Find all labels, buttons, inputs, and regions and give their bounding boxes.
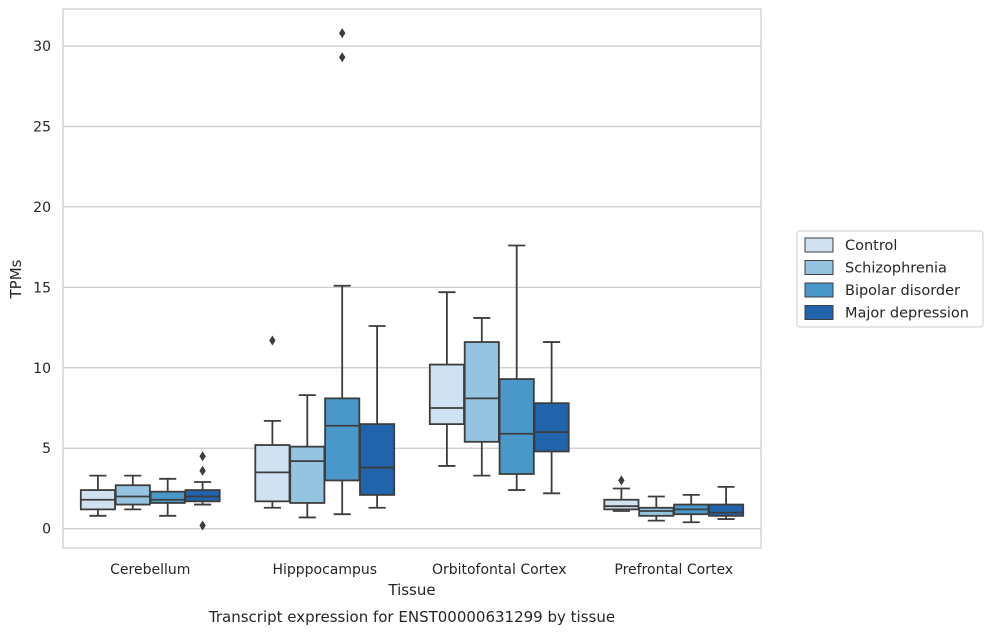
outlier-point [199,520,206,531]
legend-label: Schizophrenia [845,261,947,277]
box-0-3 [184,451,221,531]
y-axis-label: TPMs [7,259,25,299]
legend-swatch [804,260,834,275]
y-tick-label: 25 [33,119,51,135]
box-1-3 [359,325,396,509]
box-plots [79,28,745,531]
box [324,397,361,482]
x-tick-label: Prefrontal Cortex [614,562,733,578]
plot-background [63,9,761,548]
box [114,484,151,506]
legend: Control Schizophrenia Bipolar disorder Majo… [796,230,984,328]
outlier-point [339,28,346,39]
outlier-point [339,52,346,63]
legend-swatch [804,305,834,320]
box [603,498,640,511]
chart-title: Transcript expression for ENST0000063129… [208,608,615,626]
gridlines [63,45,761,530]
box [149,490,186,504]
box [428,363,465,426]
x-tick-labels: Cerebellum Hipppocampus Orbitofontal Corte… [110,562,733,578]
box-2-3 [533,341,570,495]
box-3-3 [708,485,745,520]
y-tick-labels: 0 5 10 15 20 25 30 [33,39,51,538]
legend-frame [796,230,984,328]
y-tick-label: 5 [42,441,51,457]
legend-label: Bipolar disorder [845,283,960,299]
y-tick-label: 10 [33,361,51,377]
x-tick-label: Orbitofontal Cortex [432,562,567,578]
box-1-1 [289,394,326,519]
y-tick-label: 20 [33,200,51,216]
y-tick-label: 15 [33,280,51,296]
box [533,402,570,453]
outlier-point [618,475,625,486]
box [708,503,745,517]
box-2-1 [463,317,500,477]
box-1-2 [324,28,361,516]
box [463,341,500,443]
legend-label: Major depression [845,306,969,322]
box-1-0 [254,335,291,509]
y-tick-label: 0 [42,522,51,538]
outlier-point [269,335,276,346]
outlier-point [199,465,206,476]
legend-swatch [804,237,834,253]
x-tick-label: Hipppocampus [272,562,377,578]
legend-swatch [804,282,834,298]
x-axis-label: Tissue [387,581,435,599]
legend-label: Control [845,238,897,254]
box-3-2 [673,494,710,524]
plot-frame [62,8,762,549]
y-tick-label: 30 [33,39,51,55]
box [359,423,396,496]
box [498,378,535,475]
box [289,445,326,504]
box-3-0 [603,475,640,512]
box-0-0 [79,474,116,517]
outlier-point [199,451,206,462]
x-tick-label: Cerebellum [110,562,190,578]
box-0-1 [114,474,151,511]
